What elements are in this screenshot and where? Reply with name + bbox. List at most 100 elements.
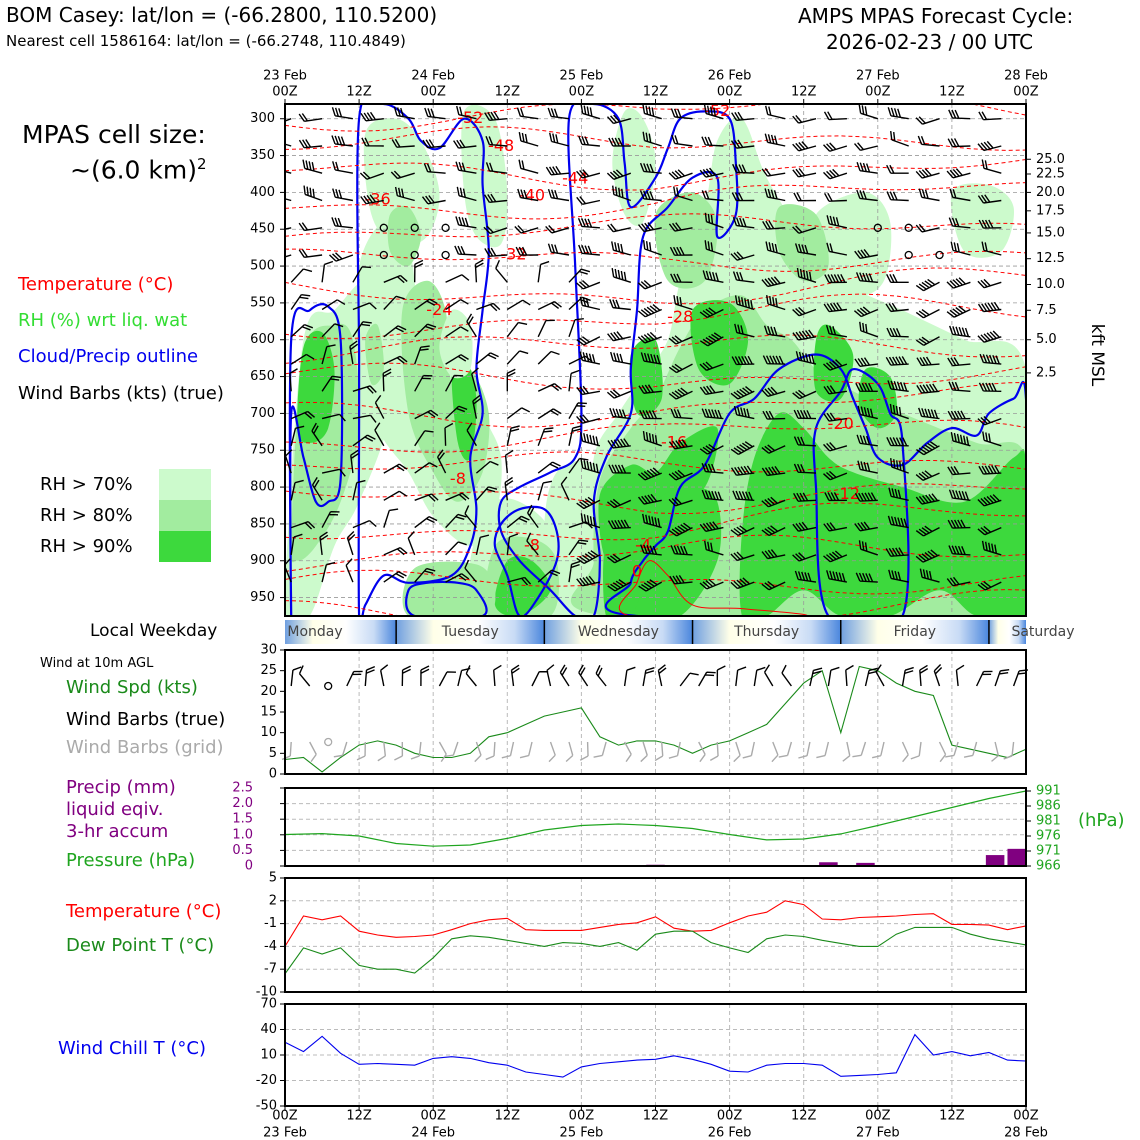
td-ytick-label-2: 2 — [269, 893, 277, 908]
temp-contour-13 — [285, 483, 1026, 515]
barb-99-calm — [379, 223, 388, 232]
barb-284-shaft — [889, 403, 909, 420]
barb-20-shaft — [887, 107, 909, 120]
barb-221-shaft — [445, 354, 469, 365]
barb-265 — [321, 413, 346, 422]
barb-53-shaft — [423, 163, 446, 174]
barb-51-shaft — [359, 171, 385, 180]
barb-157-shaft — [670, 273, 693, 283]
barb-39-shaft — [730, 139, 755, 149]
barb-43 — [853, 142, 878, 152]
barb-224-shaft — [537, 350, 560, 365]
main-clipped: -52-48-44-40-36-32-24-8-8 -40-28-16-20-12… — [285, 104, 1026, 616]
grid-barb-18-shaft — [623, 741, 632, 763]
grid-barb-16-shaft — [579, 741, 589, 761]
barb-260-shaft — [887, 380, 909, 392]
barb-316 — [414, 462, 438, 474]
sfc-barb-5-shaft — [379, 664, 389, 687]
grid-barb-21 — [668, 741, 681, 759]
bottom-hour-0: 00Z — [272, 1109, 298, 1124]
top-hour-7: 12Z — [791, 85, 817, 100]
barb-320 — [537, 461, 561, 474]
barb-35 — [608, 137, 631, 147]
barb-403-shaft — [858, 540, 879, 556]
barb-247 — [506, 368, 516, 392]
barb-185 — [792, 306, 817, 317]
barb-323 — [608, 464, 631, 474]
sfc-barb-19-shaft — [642, 667, 655, 687]
grid-barb-29-shaft — [816, 741, 830, 759]
barb-46 — [947, 138, 971, 148]
barb-88 — [764, 188, 786, 202]
barb-208-shaft — [763, 325, 786, 338]
barb-25 — [298, 139, 323, 149]
sfc-barb-13 — [531, 671, 549, 687]
barb-325-shaft — [668, 469, 693, 481]
barb-420-shaft — [638, 579, 663, 592]
barb-118 — [948, 217, 971, 229]
barb-314 — [350, 449, 360, 474]
barb-11 — [606, 114, 631, 125]
barb-348 — [637, 493, 662, 505]
barb-345 — [560, 476, 570, 501]
barb-340-shaft — [414, 493, 439, 502]
barb-336-shaft — [290, 479, 304, 501]
barb-146 — [352, 266, 372, 283]
grid-barb-22 — [698, 741, 706, 763]
barb-389 — [445, 541, 467, 556]
barb-298 — [580, 432, 601, 447]
barb-353 — [793, 492, 817, 502]
barb-343-shaft — [504, 476, 514, 501]
barb-302-shaft — [699, 443, 724, 455]
barb-113 — [792, 225, 817, 234]
barb-84-shaft — [639, 190, 662, 202]
legend-rh80: RH > 80% — [40, 505, 133, 526]
sfc-barb-24-shaft — [735, 666, 747, 687]
temp-contour-5 — [285, 248, 1026, 272]
barb-155 — [611, 267, 632, 283]
barb-187 — [853, 306, 879, 318]
barb-218 — [349, 340, 359, 365]
barb-68 — [886, 164, 909, 174]
barb-144-shaft — [290, 268, 313, 283]
sfc-barb-3-shaft — [346, 670, 363, 687]
barb-88-shaft — [764, 188, 786, 202]
barb-44 — [890, 130, 909, 147]
weekday-saturday: Saturday — [1011, 624, 1074, 640]
barb-168-shaft — [290, 293, 311, 310]
barb-162-shaft — [824, 274, 847, 284]
barb-112 — [762, 220, 786, 230]
barb-338 — [352, 479, 366, 501]
barb-224 — [537, 350, 560, 365]
barb-33-shaft — [549, 132, 570, 147]
grid-barb-8-shaft — [438, 741, 447, 763]
grid-barb-30 — [842, 741, 851, 762]
barb-349 — [668, 496, 693, 507]
barb-43-shaft — [853, 142, 878, 152]
sfc-barb-7-shaft — [420, 665, 430, 687]
precip-bar-4 — [1007, 848, 1026, 866]
barb-58 — [576, 169, 601, 179]
sfc-barb-8 — [438, 671, 456, 687]
barb-207 — [734, 323, 755, 338]
barb-94-shaft — [949, 188, 971, 202]
windchill-line — [284, 1033, 1027, 1078]
barb-91 — [856, 189, 878, 202]
barb-76-shaft — [394, 186, 415, 202]
barb-279-shaft — [733, 405, 755, 420]
sfc-barb-35-shaft — [933, 663, 943, 687]
barb-396 — [640, 544, 662, 556]
barb-393 — [568, 539, 589, 556]
barb-316-shaft — [414, 462, 438, 474]
barb-190 — [946, 305, 971, 318]
barb-124-calm — [410, 250, 419, 260]
grid-barb-1-shaft — [309, 741, 317, 763]
sfc-barb-16 — [578, 664, 589, 687]
top-hour-2: 00Z — [420, 85, 446, 100]
barb-327 — [730, 465, 755, 476]
barb-262-shaft — [948, 381, 971, 392]
barb-37-shaft — [671, 134, 693, 147]
barb-290 — [352, 434, 376, 447]
barb-379 — [854, 521, 878, 532]
barb-364 — [414, 516, 438, 529]
